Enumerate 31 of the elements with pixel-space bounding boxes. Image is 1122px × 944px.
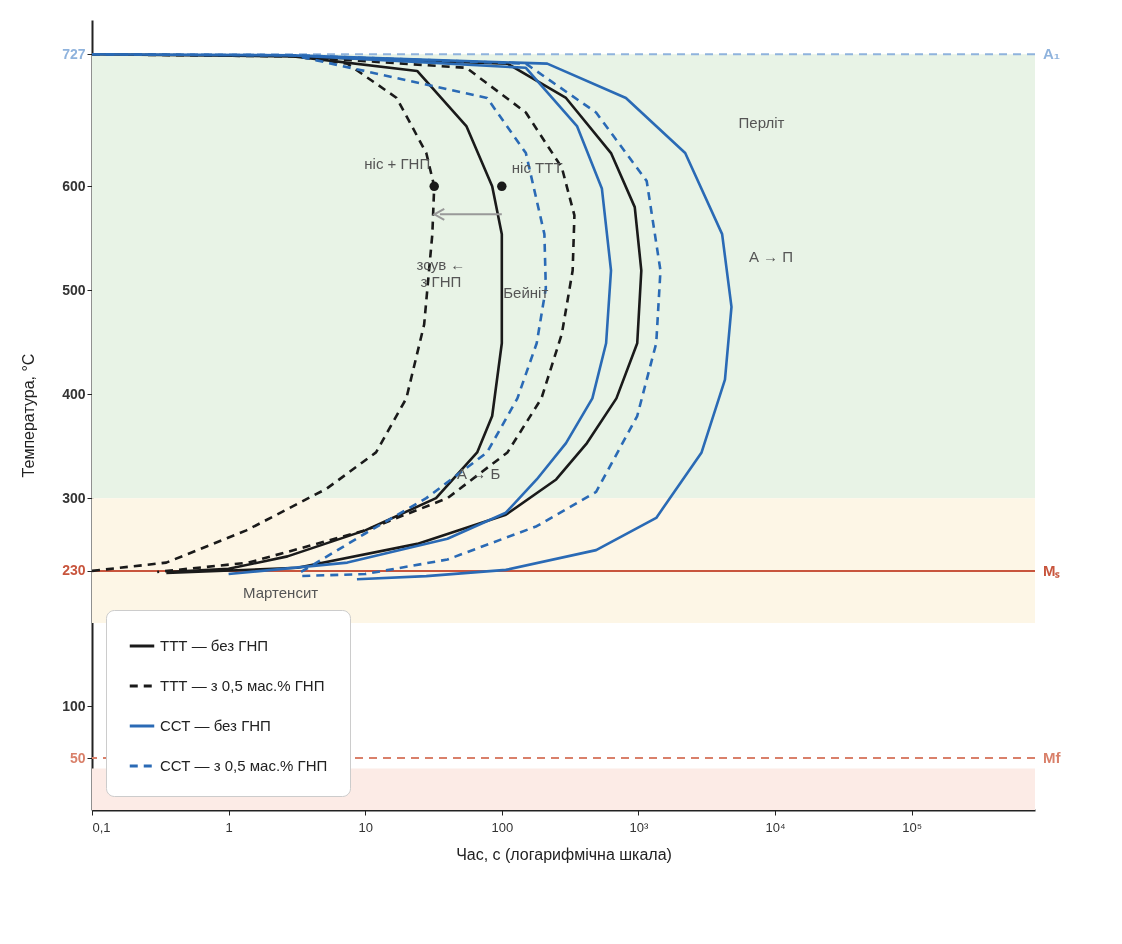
x-tick-label: 0,1 (92, 819, 111, 835)
x-tick-label: 10⁴ (765, 819, 786, 835)
annotation: А → П (748, 248, 794, 265)
y-tick-label: 600 (62, 177, 86, 194)
legend-label: ССТ — з 0,5 мас.% ГНП (160, 757, 328, 774)
x-axis-title: Час, с (логарифмічна шкала) (456, 845, 672, 863)
annotation: ніс ТТТ (511, 159, 563, 177)
ref-line-label: Mf (1043, 749, 1062, 767)
legend-label: ТТТ — з 0,5 мас.% ГНП (160, 677, 325, 694)
annotation: Перліт (738, 113, 785, 131)
legend-label: ССТ — без ГНП (160, 717, 271, 734)
x-tick-label: 100 (491, 819, 514, 835)
ref-line-label: Mₛ (1043, 561, 1061, 579)
x-tick-label: 10 (358, 819, 373, 835)
x-tick-label: 10⁵ (902, 819, 923, 835)
x-tick-label: 1 (225, 819, 233, 835)
y-tick-label: 400 (62, 385, 86, 402)
annotation: зсув ← з ГНП (416, 255, 466, 290)
y-tick-label: 500 (62, 281, 86, 298)
y-tick-label: 100 (62, 697, 86, 714)
ref-line-label: A₁ (1043, 45, 1061, 63)
annotation: Мартенсит (243, 583, 319, 601)
annotation: ніс + ГНП (364, 155, 431, 173)
y-tick-label: 727 (62, 45, 86, 62)
y-tick-label: 300 (62, 489, 86, 506)
x-tick-label: 10³ (629, 819, 649, 835)
y-tick-label: 230 (62, 562, 86, 579)
annotation: Бейніт (503, 283, 549, 301)
y-axis-title: Температура, °C (20, 353, 38, 478)
legend-label: ТТТ — без ГНП (160, 637, 269, 654)
y-tick-label: 50 (69, 749, 86, 766)
